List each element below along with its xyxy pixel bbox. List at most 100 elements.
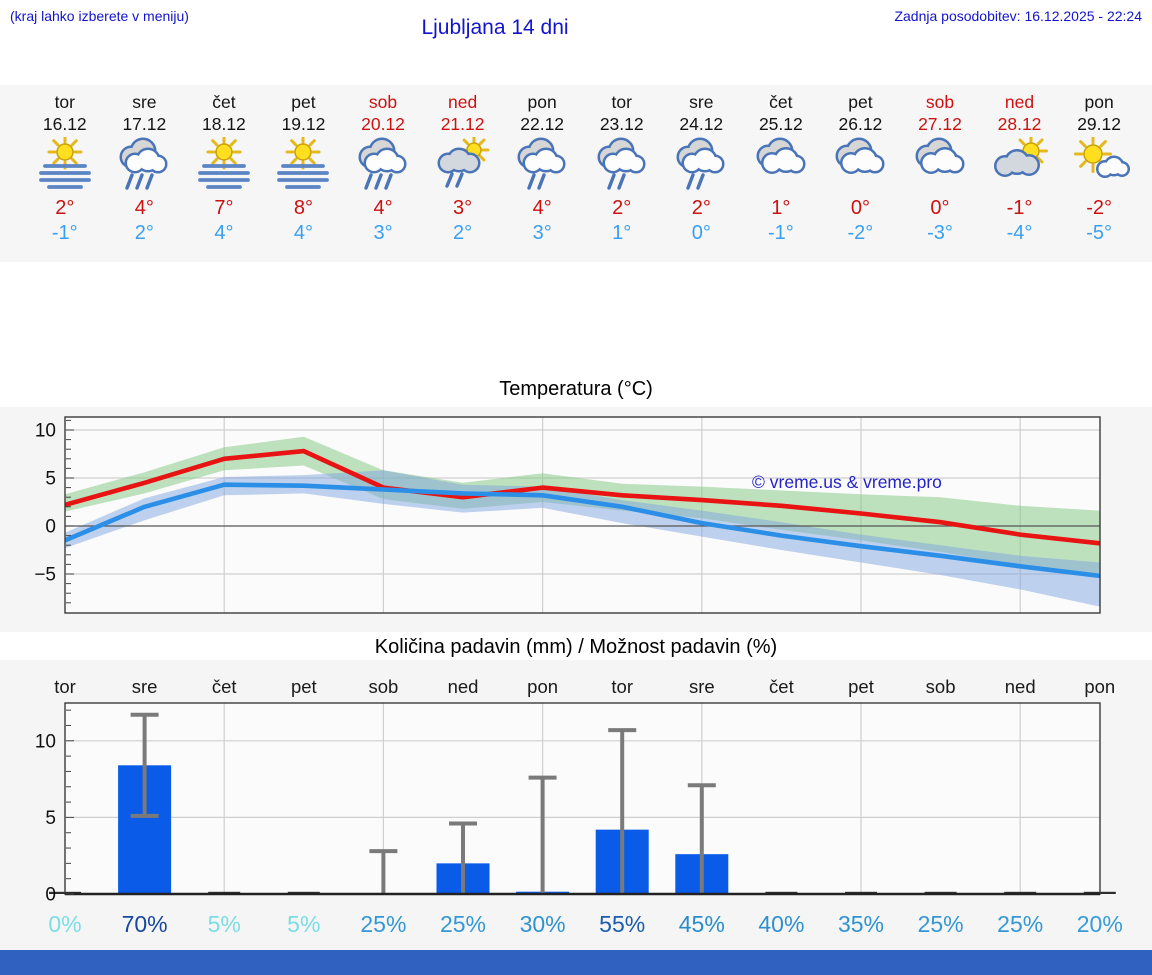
rain-icon (358, 137, 407, 190)
day-low-temp: -1° (51, 222, 78, 244)
day-date: 26.12 (838, 114, 883, 134)
temp-y-tick: 10 (35, 421, 56, 442)
day-high-temp: 1° (771, 197, 791, 219)
day-name: sob (368, 92, 398, 112)
watermark: © vreme.us & vreme.pro (752, 472, 942, 492)
cloudy-icon (756, 137, 806, 174)
day-high-temp: 2° (691, 197, 711, 219)
day-low-temp: 1° (612, 222, 632, 244)
cloudy-icon (915, 137, 965, 174)
day-icon-wrap (264, 134, 344, 195)
day-cell: sob 27.12 0° -3° (900, 85, 980, 262)
day-low-temp: 4° (214, 222, 234, 244)
light-rain-icon (676, 137, 725, 190)
day-date: 22.12 (520, 114, 565, 134)
precip-probability-label: 5% (208, 911, 241, 937)
precip-day-label: tor (54, 676, 76, 697)
day-high-temp: 4° (532, 197, 552, 219)
sun-behind-cloud-icon (993, 134, 1048, 177)
day-name: sre (132, 92, 157, 112)
day-name: ned (1004, 92, 1035, 112)
day-name: sre (689, 92, 714, 112)
precip-probability-label: 25% (918, 911, 964, 937)
precip-day-label: čet (769, 676, 794, 697)
precip-probability-label: 25% (440, 911, 486, 937)
day-icon-wrap (582, 135, 662, 195)
precip-probability-label: 25% (360, 911, 406, 937)
precip-probability-label: 40% (758, 911, 804, 937)
precip-probability-label: 0% (48, 911, 81, 937)
day-date: 23.12 (599, 114, 644, 134)
day-high-temp: 0° (850, 197, 870, 219)
precip-probability-label: 20% (1077, 911, 1123, 937)
footer-bar (0, 950, 1152, 975)
day-name: pon (1084, 92, 1114, 112)
day-low-temp: 2° (134, 222, 154, 244)
light-rain-icon (597, 137, 646, 190)
precip-y-tick: 10 (35, 731, 56, 752)
day-date: 17.12 (122, 114, 167, 134)
sun-fog-icon (38, 134, 91, 189)
day-low-temp: 3° (373, 222, 393, 244)
precip-y-tick: 5 (45, 808, 56, 829)
precip-day-label: sob (368, 676, 398, 697)
day-high-temp: -1° (1006, 197, 1033, 219)
day-name: sob (925, 92, 955, 112)
day-date: 20.12 (361, 114, 405, 134)
day-icon-wrap (980, 134, 1060, 195)
light-rain-icon (517, 137, 566, 190)
day-low-temp: 0° (691, 222, 711, 244)
day-low-temp: 4° (293, 222, 314, 244)
day-high-temp: 4° (373, 197, 393, 219)
day-date: 29.12 (1077, 114, 1121, 134)
precip-probability-label: 35% (838, 911, 884, 937)
page-title: Ljubljana 14 dni (421, 16, 569, 39)
day-date: 18.12 (202, 114, 246, 134)
day-high-temp: 3° (453, 197, 473, 219)
day-cell: čet 18.12 7° 4° (184, 85, 264, 262)
day-date: 19.12 (281, 114, 326, 134)
day-cell: tor 16.12 2° -1° (25, 85, 105, 262)
day-low-temp: 3° (532, 222, 552, 244)
day-icon-wrap (423, 134, 503, 195)
day-icon-wrap (105, 135, 185, 195)
precip-day-label: pon (527, 676, 558, 697)
precip-probability-label: 5% (287, 911, 320, 937)
day-date: 27.12 (918, 114, 962, 134)
precip-probability-label: 45% (679, 911, 725, 937)
day-icon-wrap (1059, 135, 1139, 195)
precip-day-label: tor (611, 676, 633, 697)
day-name: čet (769, 92, 793, 112)
forecast-strip: tor 16.12 2° -1° sre 17.12 4° 2° čet 18.12 7° 4° p… (0, 85, 1152, 262)
day-name: tor (54, 92, 75, 112)
day-cell: pet 19.12 8° 4° (264, 85, 344, 262)
day-low-temp: -5° (1086, 222, 1112, 244)
min-temperature-line (65, 482, 1100, 579)
day-cell: pet 26.12 0° -2° (821, 85, 901, 262)
day-icon-wrap (502, 135, 582, 195)
temp-y-tick: 5 (45, 469, 56, 490)
day-name: tor (611, 92, 632, 112)
day-name: pon (527, 92, 557, 112)
day-cell: sob 20.12 4° 3° (343, 85, 423, 262)
day-cell: sre 24.12 2° 0° (662, 85, 742, 262)
precipitation-chart: tor sre čet pet sob ned pon tor sre čet pet sob ned p… (0, 660, 1152, 950)
last-update: Zadnja posodobitev: 16.12.2025 - 22:24 (894, 8, 1142, 24)
temp-y-tick: 0 (45, 517, 56, 538)
max-range-band (65, 436, 1100, 576)
day-icon-wrap (662, 135, 742, 195)
day-name: čet (212, 92, 236, 112)
max-temperature-line (65, 448, 1100, 546)
day-icon-wrap (343, 135, 423, 195)
day-high-temp: 8° (293, 197, 314, 219)
day-name: pet (848, 92, 873, 112)
day-icon-wrap (900, 135, 980, 195)
day-high-temp: 7° (214, 197, 234, 219)
day-date: 28.12 (997, 114, 1042, 134)
precip-probability-label: 30% (520, 911, 566, 937)
day-low-temp: -4° (1006, 222, 1033, 244)
precip-probability-label: 70% (122, 911, 168, 937)
day-date: 21.12 (440, 114, 485, 134)
day-date: 24.12 (679, 114, 724, 134)
